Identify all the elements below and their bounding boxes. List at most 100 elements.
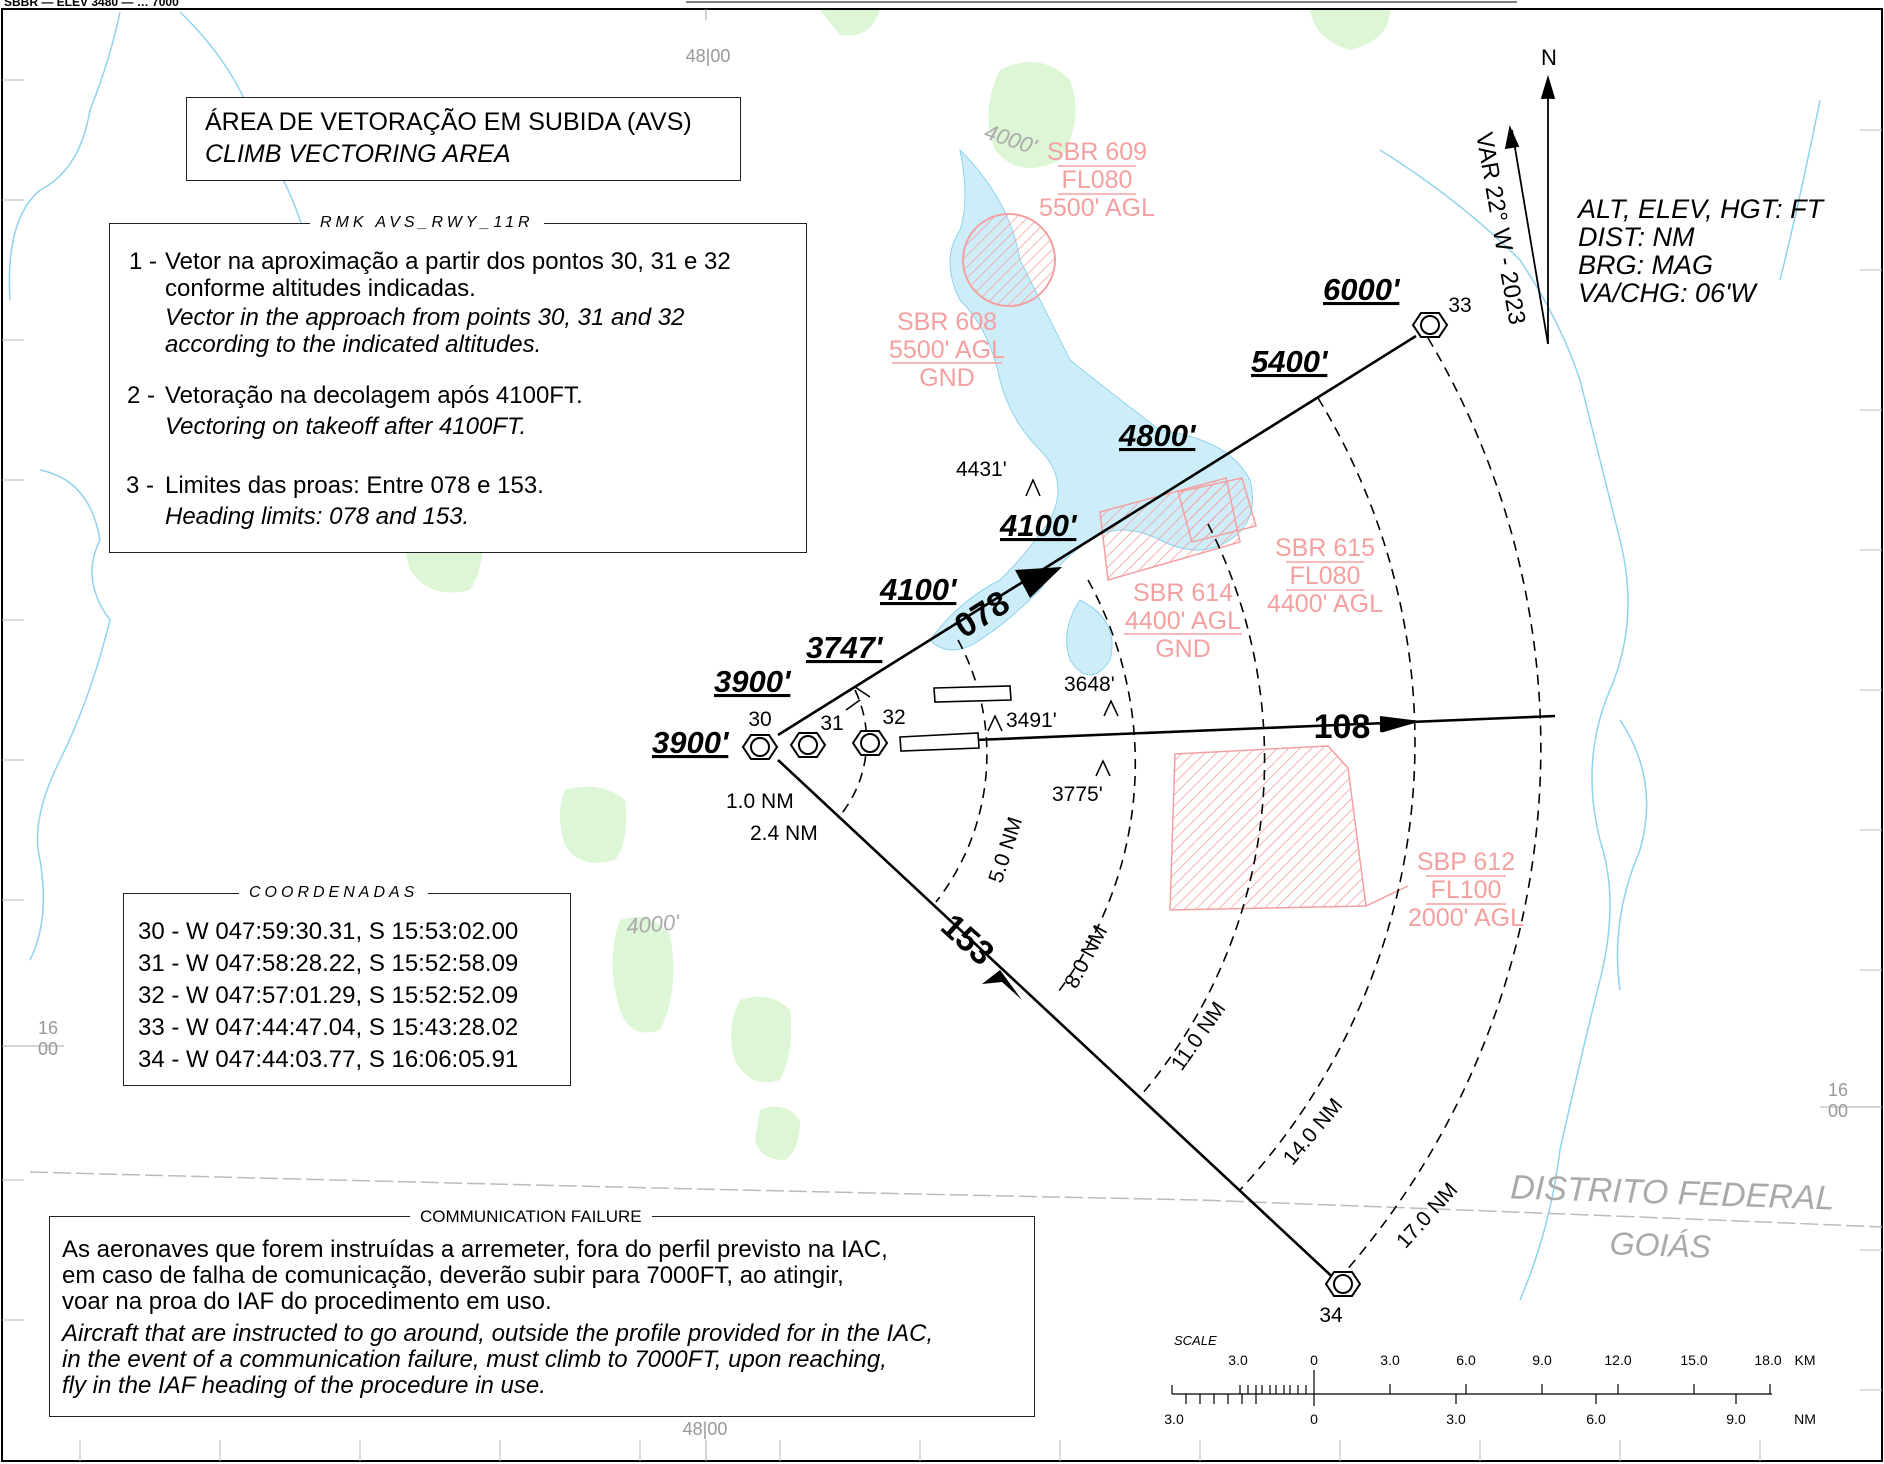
title-pt: ÁREA DE VETORAÇÃO EM SUBIDA (AVS): [205, 108, 692, 136]
header-left-text: SBBR — ELEV 3480 — … 7000: [4, 0, 179, 9]
coordinates-legend: COORDENADAS: [239, 884, 429, 902]
comm-failure-legend: COMMUNICATION FAILURE: [410, 1207, 652, 1227]
grid-label-right-bottom: 00: [1828, 1101, 1848, 1121]
north-label: N: [1541, 45, 1557, 70]
fix-33-label: 33: [1448, 294, 1471, 317]
obstacle-4431-label: 4431': [956, 458, 1007, 481]
units-line-4: VA/CHG: 06'W: [1578, 278, 1758, 308]
restricted-area-sbp612: [1169, 745, 1367, 911]
scale-nm-4: 9.0: [1726, 1411, 1746, 1427]
altitude-5400: 5400': [1251, 344, 1329, 379]
fix-labels: 30 31 32 33 34: [748, 294, 1471, 1327]
arc-17nm: [1344, 337, 1542, 1273]
fix-33-symbol: [1411, 312, 1449, 338]
heading-108: 108: [1314, 708, 1371, 746]
sbr608-label-3: GND: [919, 364, 975, 392]
sbr609-label-2: FL080: [1062, 166, 1133, 194]
fix-30-label: 30: [748, 708, 771, 731]
sbp612-label-1: SBP 612: [1417, 848, 1515, 876]
remark-1-pt-2: conforme altitudes indicadas.: [165, 275, 476, 302]
scale-km-1: 0: [1310, 1352, 1318, 1368]
obstacles: 4431' 3648' 3491' 3775': [956, 458, 1119, 806]
distance-11nm: 11.0 NM: [1167, 998, 1230, 1075]
altitude-3900-lower: 3900': [652, 725, 730, 760]
runways: [899, 685, 1012, 752]
scale-km-4: 9.0: [1532, 1352, 1552, 1368]
obstacle-4431-icon: [1025, 478, 1041, 497]
altitude-6000: 6000': [1323, 272, 1401, 307]
distance-8nm: 8.0 NM: [1060, 922, 1112, 993]
region-go: GOIÁS: [1609, 1225, 1712, 1265]
scale-nm-3: 6.0: [1586, 1411, 1606, 1427]
radial-lines: [777, 334, 1556, 1285]
remark-1-pt-1: Vetor na aproximação a partir dos pontos…: [165, 248, 731, 275]
comm-failure-pt-1: As aeronaves que forem instruídas a arre…: [62, 1236, 888, 1263]
altitude-4100-upper: 4100': [999, 508, 1078, 543]
obstacle-3648-icon: [1103, 699, 1119, 717]
sbr614-label-2: 4400' AGL: [1125, 607, 1241, 635]
scale-km-2: 3.0: [1380, 1352, 1400, 1368]
sbr614-label-3: GND: [1155, 635, 1211, 663]
scale-nm-2: 3.0: [1446, 1411, 1466, 1427]
fix-32-label: 32: [882, 706, 905, 729]
distance-arcs: [837, 337, 1542, 1273]
distance-2-4nm: 2.4 NM: [750, 822, 818, 845]
arc-11nm: [1141, 523, 1266, 1095]
sbr609-label-3: 5500' AGL: [1039, 194, 1155, 222]
arc-14nm: [1239, 397, 1416, 1191]
comm-failure-en-1: Aircraft that are instructed to go aroun…: [62, 1320, 934, 1347]
fix-30-symbol: [741, 734, 779, 760]
comm-failure-box: COMMUNICATION FAILURE As aeronaves que f…: [49, 1207, 1035, 1417]
remark-3-en: Heading limits: 078 and 153.: [165, 503, 470, 530]
distance-14nm: 14.0 NM: [1279, 1094, 1348, 1170]
grid-label-left-bottom: 00: [38, 1039, 58, 1059]
comm-failure-pt-3: voar na proa do IAF do procedimento em u…: [62, 1288, 552, 1315]
fix-31-label: 31: [820, 712, 843, 735]
grid-ticks: [2, 9, 1882, 1461]
fix-34-label: 34: [1319, 1304, 1343, 1327]
scale-nm-1: 0: [1310, 1411, 1318, 1427]
heading-arrows: [982, 567, 1421, 1000]
grid-label-left-top: 16: [38, 1018, 58, 1038]
restricted-area-sbr609: [962, 213, 1056, 307]
contour-label-2: 4000': [625, 909, 681, 939]
fix-points: [741, 312, 1449, 1297]
remark-1: 1 - Vetor na aproximação a partir dos po…: [129, 248, 806, 358]
restricted-labels: SBR 609 FL080 5500' AGL SBR 608 5500' AG…: [889, 138, 1524, 932]
title-en: CLIMB VECTORING AREA: [205, 140, 511, 168]
sbr615-label-1: SBR 615: [1275, 534, 1375, 562]
sbp612-label-2: FL100: [1431, 876, 1502, 904]
scale-nm-labels: 3.0 0 3.0 6.0 9.0 NM: [1164, 1411, 1816, 1427]
fix-34-symbol: [1324, 1271, 1362, 1297]
coordinate-row-33: 33 - W 047:44:47.04, S 15:43:28.02: [138, 1014, 519, 1041]
remarks-legend: RMK AVS_RWY_11R: [310, 214, 544, 232]
grid-label-right-top: 16: [1828, 1080, 1848, 1100]
coordinate-row-34: 34 - W 047:44:03.77, S 16:06:05.91: [138, 1046, 519, 1073]
region-df: DISTRITO FEDERAL: [1510, 1168, 1835, 1217]
units-line-2: DIST: NM: [1578, 222, 1695, 252]
altitude-labels: 3900' 3900' 3747' 4100' 4100' 4800' 5400…: [652, 272, 1401, 760]
runway-south: [899, 732, 980, 752]
remark-1-num: 1 -: [129, 248, 158, 275]
grid-tick-marks: [2, 79, 1882, 1461]
restricted-areas: [962, 213, 1409, 911]
coordinate-row-31: 31 - W 047:58:28.22, S 15:52:58.09: [138, 950, 519, 977]
distance-5nm: 5.0 NM: [984, 814, 1027, 885]
obstacle-3775-icon: [1095, 759, 1111, 777]
remark-3-num: 3 -: [126, 472, 155, 499]
units-line-1: ALT, ELEV, HGT: FT: [1576, 194, 1826, 224]
scale-km-unit: KM: [1795, 1352, 1816, 1368]
scale-km-5: 12.0: [1604, 1352, 1631, 1368]
scale-bar: [1171, 1370, 1772, 1406]
remark-2-en: Vectoring on takeoff after 4100FT.: [165, 413, 527, 440]
chart-border: [1, 8, 1883, 1462]
remark-3-pt: Limites das proas: Entre 078 e 153.: [165, 472, 544, 499]
altitude-3747: 3747': [806, 630, 884, 665]
coordinates-box: COORDENADAS 30 - W 047:59:30.31, S 15:53…: [123, 884, 571, 1086]
remark-1-en-2: according to the indicated altitudes.: [165, 331, 542, 358]
scale-nm-unit: NM: [1794, 1411, 1816, 1427]
grid-label-bottom: 48|00: [683, 1419, 728, 1439]
altitude-4800: 4800': [1118, 418, 1197, 453]
scale-km-labels: 3.0 0 3.0 6.0 9.0 12.0 15.0 18.0 KM: [1228, 1352, 1815, 1368]
